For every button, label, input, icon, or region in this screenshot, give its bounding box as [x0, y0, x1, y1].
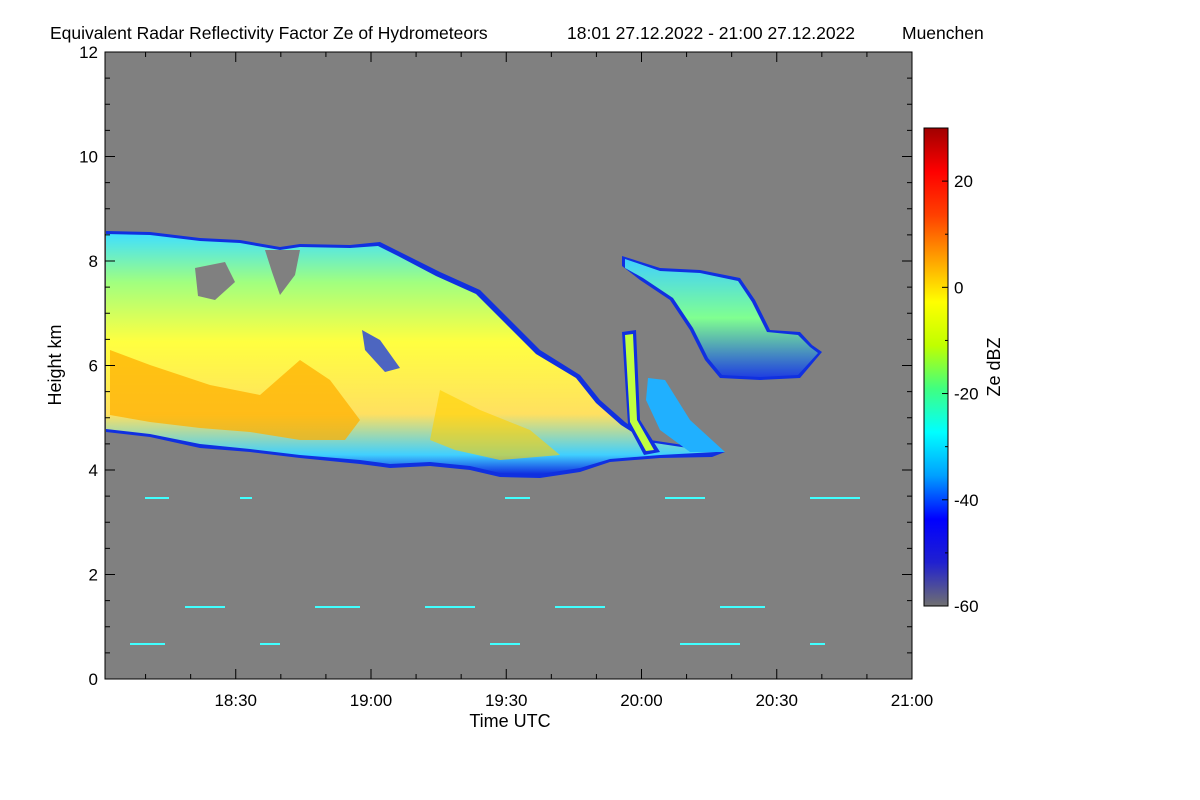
cloud-dark-streak	[362, 330, 400, 372]
fall-streak-2	[646, 378, 725, 452]
chart-time-range: 18:01 27.12.2022 - 21:00 27.12.2022	[567, 23, 855, 43]
colorbar-tick-label: 20	[954, 172, 973, 191]
chart-station: Muenchen	[902, 23, 984, 43]
y-tick-label: 0	[89, 670, 98, 689]
y-tick-label: 6	[89, 357, 98, 376]
colorbar	[923, 127, 949, 607]
y-tick-label: 10	[79, 148, 98, 167]
x-axis: 18:30 19:00 19:30 20:00 20:30 21:00	[145, 52, 934, 710]
sparse-echoes	[130, 497, 860, 645]
x-tick-label: 18:30	[214, 691, 257, 710]
chart-title: Equivalent Radar Reflectivity Factor Ze …	[50, 23, 488, 43]
colorbar-ticks: 20 0 -20 -40 -60	[942, 127, 979, 616]
fall-streak-inner	[625, 334, 654, 451]
colorbar-label: Ze dBZ	[984, 337, 1004, 396]
y-tick-label: 12	[79, 43, 98, 62]
x-axis-label: Time UTC	[469, 711, 550, 731]
x-tick-label: 20:30	[755, 691, 798, 710]
y-axis: 0 2 4 6 8 10 12	[79, 43, 912, 689]
y-axis-label: Height km	[45, 324, 65, 405]
cloud-upper	[625, 259, 818, 377]
x-tick-label: 20:00	[620, 691, 663, 710]
y-tick-label: 4	[89, 461, 98, 480]
x-tick-label: 21:00	[891, 691, 934, 710]
y-tick-label: 2	[89, 566, 98, 585]
cloud-core-2	[430, 390, 560, 460]
colorbar-tick-label: -20	[954, 385, 979, 404]
cloud-core	[110, 350, 360, 440]
cloud-gap-1	[195, 262, 235, 300]
colorbar-tick-label: -40	[954, 491, 979, 510]
reflectivity-field	[106, 231, 860, 645]
colorbar-tick-label: -60	[954, 597, 979, 616]
x-tick-label: 19:30	[485, 691, 528, 710]
cloud-gap-2	[265, 250, 300, 295]
colorbar-tick-label: 0	[954, 278, 963, 297]
y-tick-label: 8	[89, 252, 98, 271]
x-tick-label: 19:00	[350, 691, 393, 710]
